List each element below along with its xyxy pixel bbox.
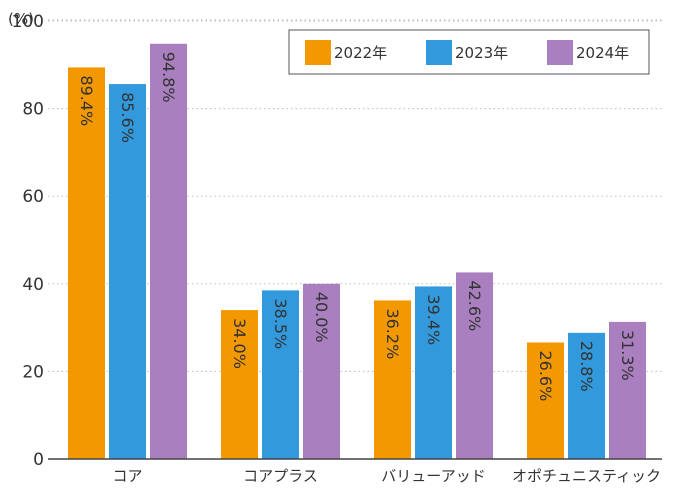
y-tick-label: 60 (22, 187, 44, 207)
x-category-label: バリューアッド (381, 467, 485, 485)
bar-value-label: 85.6% (118, 92, 137, 143)
bar (68, 67, 105, 459)
bar (303, 283, 340, 459)
legend-label: 2024年 (576, 44, 629, 62)
bar (456, 272, 493, 459)
bar-value-label: 36.2% (383, 308, 402, 359)
bar-value-label: 42.6% (465, 280, 484, 331)
x-axis-category-labels: コア コアプラス バリューアッド オポチュニスティック (112, 467, 661, 485)
bars (68, 43, 646, 460)
bar (221, 310, 258, 459)
bar-value-label: 94.8% (159, 52, 178, 103)
bar (109, 84, 146, 460)
bar-value-label: 26.6% (536, 350, 555, 401)
y-tick-label: 80 (22, 100, 44, 120)
bar (527, 342, 564, 459)
bar (150, 43, 187, 459)
data-labels: 89.4% 85.6% 94.8% 34.0% 38.5% 40.0% 36.2% 39.4%… (77, 52, 637, 402)
gridlines (48, 19, 662, 372)
legend: 2022年 2023年 2024年 (288, 29, 650, 75)
legend-swatch (305, 40, 331, 65)
bar (374, 300, 411, 459)
y-tick-label: 0 (33, 450, 44, 470)
bar (568, 332, 605, 459)
legend-box (288, 29, 650, 75)
y-axis-unit-label: (%) (8, 10, 34, 28)
bar-value-label: 39.4% (424, 294, 443, 345)
legend-swatch (547, 40, 573, 65)
bar-value-label: 89.4% (77, 75, 96, 126)
legend-label: 2022年 (334, 44, 387, 62)
bar-value-label: 28.8% (577, 341, 596, 392)
bar-value-label: 31.3% (618, 330, 637, 381)
y-tick-label: 40 (22, 275, 44, 295)
bar (262, 290, 299, 459)
bar-value-label: 38.5% (271, 298, 290, 349)
x-category-label: コア (112, 467, 142, 485)
bar-value-label: 40.0% (312, 292, 331, 343)
legend-label: 2023年 (455, 44, 508, 62)
x-category-label: オポチュニスティック (512, 467, 661, 485)
bar (415, 286, 452, 459)
y-tick-label: 20 (22, 362, 44, 382)
bar-value-label: 34.0% (230, 318, 249, 369)
legend-swatch (426, 40, 452, 65)
x-category-label: コアプラス (243, 467, 318, 485)
y-tick-label: 100 (12, 12, 44, 32)
y-axis-ticks: 0 20 40 60 80 100 (12, 12, 44, 470)
bar (609, 321, 646, 459)
